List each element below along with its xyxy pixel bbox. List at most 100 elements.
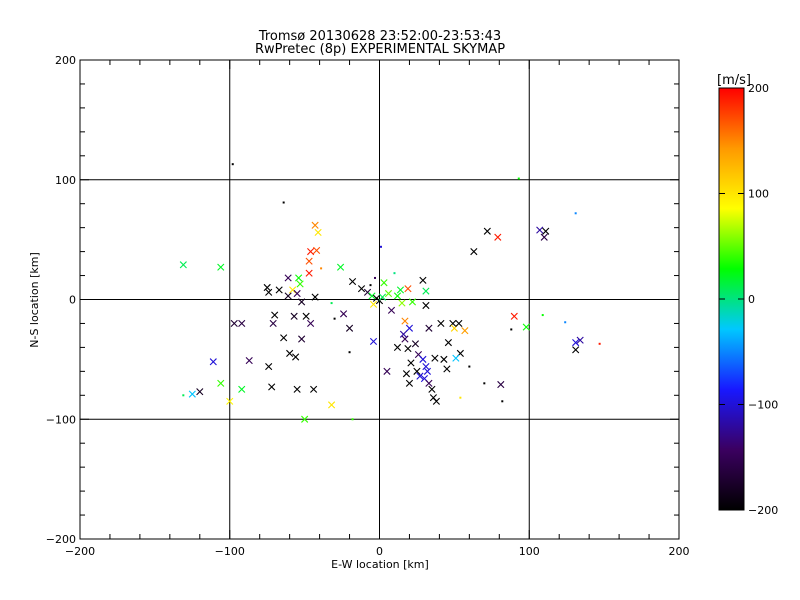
data-point-dot [231, 163, 234, 166]
data-point-cross [425, 324, 433, 332]
data-point-cross [510, 312, 518, 320]
data-point-cross [540, 233, 548, 241]
data-point-cross [443, 365, 451, 373]
x-tick-label: −100 [215, 545, 245, 558]
data-point-cross [437, 319, 445, 328]
x-tick-labels: −200 −100 0 100 200 [65, 545, 690, 558]
data-point-cross [179, 261, 187, 269]
data-point-cross [405, 324, 414, 332]
data-point-dot [598, 342, 601, 345]
y-axis-label: N-S location [km] [28, 252, 41, 348]
data-point-cross [419, 276, 427, 284]
data-point-cross [368, 292, 376, 300]
chart-title: Tromsø 20130628 23:52:00-23:53:43 [258, 29, 501, 44]
data-point-cross [455, 319, 463, 328]
data-point-cross [345, 324, 354, 332]
data-point-cross [230, 319, 238, 328]
data-point-cross [284, 274, 292, 282]
data-point-cross [311, 293, 319, 301]
y-tick-label: −200 [46, 533, 76, 546]
data-point-cross [265, 362, 273, 371]
data-point-cross [369, 337, 378, 346]
data-point-cross [483, 227, 491, 235]
y-tick-label: 200 [55, 54, 76, 67]
data-point-dot [574, 212, 577, 215]
colorbar-tick-label: −100 [748, 399, 778, 412]
data-point-cross [196, 388, 204, 396]
data-point-dot [468, 365, 471, 368]
data-point-cross [408, 298, 417, 306]
data-point-cross [275, 286, 283, 294]
y-tick-label: 100 [55, 174, 76, 187]
data-point-cross [432, 397, 440, 405]
data-point-dot [320, 267, 323, 270]
data-point-cross [217, 263, 225, 271]
data-point-cross [301, 415, 309, 423]
data-point-cross [217, 379, 225, 387]
data-point-cross [298, 335, 306, 343]
data-point-cross [576, 336, 584, 344]
data-point-cross [268, 383, 276, 391]
data-point-cross [416, 372, 424, 380]
data-point-cross [363, 288, 372, 296]
data-point-cross [423, 367, 432, 375]
data-point-cross [348, 277, 357, 286]
data-point-cross [302, 312, 310, 320]
data-point-cross [327, 401, 336, 409]
data-point-dot [182, 394, 185, 397]
data-point-cross [461, 327, 469, 335]
data-point-cross [383, 367, 391, 375]
data-point-cross [269, 319, 277, 328]
data-point-cross [280, 334, 288, 342]
chart-subtitle: RwPretec (8p) EXPERIMENTAL SKYMAP [255, 42, 505, 57]
data-point-cross [396, 286, 405, 294]
data-point-cross [452, 354, 460, 362]
colorbar-tick-label: 200 [748, 82, 769, 95]
data-point-cross [265, 288, 273, 296]
data-point-dot [379, 245, 382, 248]
data-point-cross [188, 390, 196, 398]
data-point-cross [497, 380, 505, 389]
data-point-cross [428, 385, 436, 393]
data-point-cross [307, 319, 315, 328]
data-point-dot [501, 400, 504, 403]
data-point-cross [336, 263, 345, 271]
data-point-cross [289, 286, 297, 294]
data-point-cross [413, 367, 421, 375]
data-point-dot [459, 396, 462, 399]
data-point-cross [470, 248, 478, 256]
data-point-cross [357, 285, 366, 293]
data-point-cross [405, 379, 414, 387]
data-point-cross [404, 345, 412, 353]
data-point-dot [348, 351, 351, 354]
data-point-cross [271, 311, 279, 319]
data-point-cross [387, 306, 396, 314]
data-point-cross [339, 310, 348, 318]
colorbar-tick-label: −200 [748, 504, 778, 517]
data-point-cross [572, 346, 580, 354]
data-point-cross [399, 330, 408, 338]
minor-ticks [79, 59, 680, 540]
data-point-cross [380, 279, 388, 287]
x-tick-label: 0 [376, 545, 383, 558]
data-point-cross [419, 355, 427, 363]
data-point-cross [449, 319, 457, 328]
data-point-dot [351, 418, 354, 421]
data-point-cross [398, 299, 406, 307]
data-point-cross [431, 354, 439, 362]
data-point-cross [542, 227, 550, 235]
data-point-cross [522, 323, 530, 331]
data-point-dot [369, 284, 372, 287]
data-point-cross [238, 319, 246, 328]
data-point-cross [407, 359, 415, 367]
data-point-cross [286, 349, 294, 357]
colorbar-tick-label: 100 [748, 188, 769, 201]
data-point-cross [245, 356, 253, 365]
data-point-cross [209, 358, 217, 366]
data-point-cross [292, 353, 300, 361]
x-tick-label: 100 [519, 545, 540, 558]
data-point-cross [290, 312, 298, 320]
data-point-cross [422, 301, 430, 310]
data-point-dot [510, 328, 513, 331]
